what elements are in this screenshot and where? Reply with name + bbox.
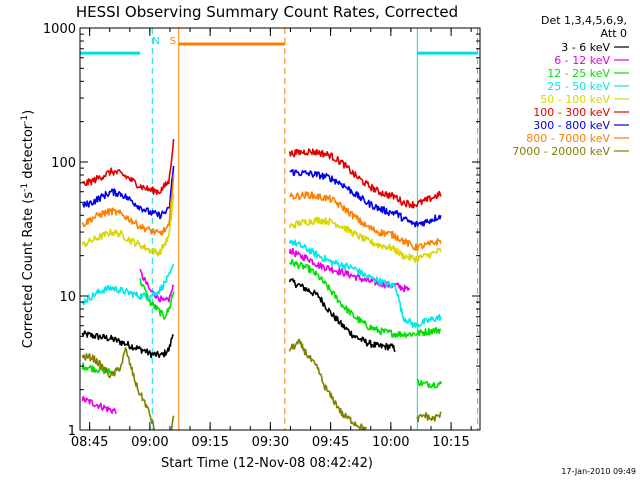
series-6-segment-0 bbox=[82, 165, 175, 220]
plot-frame bbox=[79, 27, 481, 431]
legend-header-0: Det 1,3,4,5,6,9, bbox=[541, 14, 627, 27]
series-7-segment-1 bbox=[289, 191, 442, 251]
y-tick-label-0: 1 bbox=[68, 424, 76, 439]
series-4-segment-1 bbox=[288, 216, 442, 263]
series-2-segment-2 bbox=[288, 258, 442, 339]
series-2-segment-1 bbox=[139, 278, 175, 320]
y-tick-label-1: 10 bbox=[59, 290, 76, 305]
series-4-segment-0 bbox=[81, 193, 175, 257]
legend-label-7: 800 - 7000 keV bbox=[526, 132, 610, 145]
series-3-segment-0 bbox=[81, 263, 175, 305]
series-2 bbox=[81, 258, 443, 389]
series-1-segment-0 bbox=[81, 395, 117, 414]
series-7-segment-0 bbox=[81, 174, 175, 236]
series-8-segment-0 bbox=[81, 347, 156, 430]
series-5-segment-1 bbox=[288, 148, 442, 209]
chart-title: HESSI Observing Summary Count Rates, Cor… bbox=[76, 3, 458, 21]
series-6-segment-1 bbox=[289, 168, 442, 228]
y-axis-label-sup2: -1 bbox=[20, 115, 30, 124]
legend-label-4: 50 - 100 keV bbox=[540, 93, 610, 106]
series-5-segment-0 bbox=[82, 138, 175, 195]
series-3 bbox=[81, 239, 442, 329]
legend-label-5: 100 - 300 keV bbox=[533, 106, 610, 119]
series-4 bbox=[81, 193, 442, 263]
x-axis: 08:45 09:00 09:15 09:30 09:45 10:00 10:15 bbox=[71, 28, 472, 450]
series-0-segment-1 bbox=[288, 278, 396, 353]
series-2-segment-3 bbox=[416, 378, 443, 389]
x-tick-label-2: 09:15 bbox=[191, 435, 228, 450]
x-tick-label-5: 10:00 bbox=[372, 435, 409, 450]
legend-label-1: 6 - 12 keV bbox=[554, 54, 610, 67]
y-axis-label: Corrected Count Rate (s-1 detector-1) bbox=[20, 110, 36, 348]
series-3-segment-1 bbox=[288, 239, 442, 329]
series-2-segment-0 bbox=[81, 362, 116, 377]
night-flag-label: N bbox=[152, 36, 159, 47]
x-tick-label-0: 08:45 bbox=[71, 435, 108, 450]
series-0 bbox=[81, 278, 396, 359]
y-axis-label-sup1: -1 bbox=[20, 183, 30, 192]
y-tick-label-3: 1000 bbox=[43, 22, 76, 37]
series-1-segment-2 bbox=[288, 247, 411, 293]
saa-flag-label: S bbox=[170, 36, 176, 47]
series-7 bbox=[81, 174, 442, 251]
series-8-segment-2 bbox=[288, 338, 368, 430]
series-0-segment-0 bbox=[81, 330, 174, 359]
legend-label-3: 25 - 50 keV bbox=[547, 80, 610, 93]
x-tick-label-3: 09:30 bbox=[252, 435, 289, 450]
legend-label-6: 300 - 800 keV bbox=[533, 119, 610, 132]
series-8-segment-1 bbox=[170, 415, 175, 430]
timestamp: 17-Jan-2010 09:49 bbox=[561, 467, 636, 476]
series-6 bbox=[82, 165, 442, 228]
x-tick-label-6: 10:15 bbox=[432, 435, 469, 450]
x-tick-label-4: 09:45 bbox=[312, 435, 349, 450]
series-layer bbox=[81, 138, 443, 430]
y-axis-label-end: ) bbox=[21, 110, 36, 115]
legend-label-2: 12 - 25 keV bbox=[547, 67, 610, 80]
y-tick-label-2: 100 bbox=[51, 156, 76, 171]
y-axis: 1 10 100 1000 bbox=[43, 22, 480, 439]
legend-header-1: Att 0 bbox=[601, 27, 627, 40]
series-5 bbox=[82, 138, 442, 209]
y-axis-label-main: Corrected Count Rate (s bbox=[21, 192, 36, 349]
series-8 bbox=[81, 338, 442, 430]
series-8-segment-3 bbox=[416, 411, 442, 423]
x-axis-label: Start Time (12-Nov-08 08:42:42) bbox=[161, 456, 373, 471]
legend-label-8: 7000 - 20000 keV bbox=[512, 145, 610, 158]
y-axis-label-mid: detector bbox=[21, 123, 36, 183]
x-tick-label-1: 09:00 bbox=[131, 435, 168, 450]
legend-label-0: 3 - 6 keV bbox=[561, 41, 610, 54]
